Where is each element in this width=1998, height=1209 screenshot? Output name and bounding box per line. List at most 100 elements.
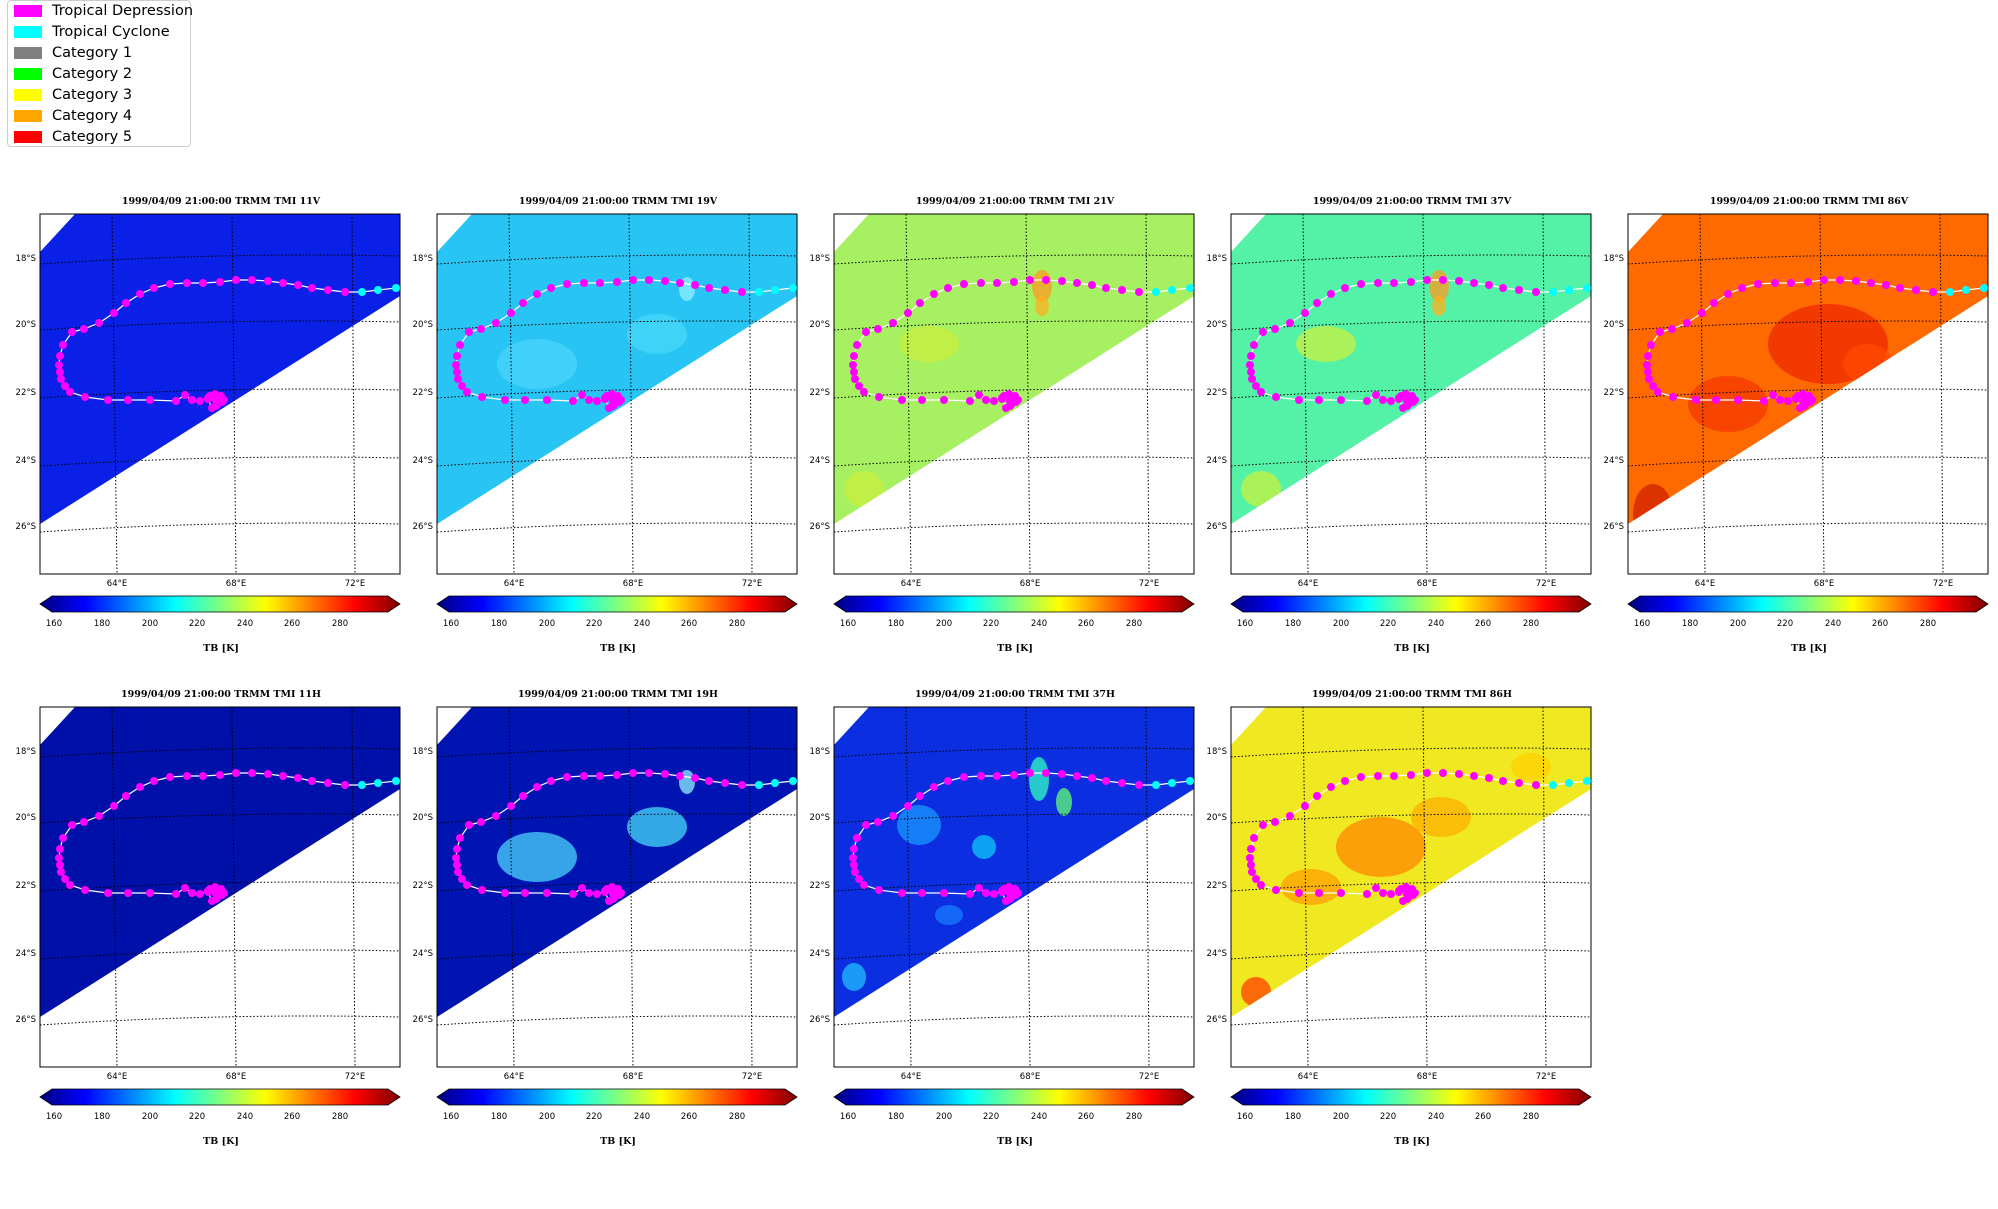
lat-tick-label: 20°S — [810, 320, 830, 330]
panel-grid: 1999/04/09 21:00:00 TRMM TMI 11V 18°S 20°S… — [16, 196, 1989, 1147]
colorbar-label: TB [K] — [997, 643, 1033, 654]
colorbar-tick-label: 160 — [840, 619, 856, 629]
lon-tick-label: 68°E — [623, 579, 643, 589]
colorbar-tick-label: 220 — [983, 619, 999, 629]
colorbar-tick-label: 180 — [1682, 619, 1698, 629]
legend-item: Tropical Cyclone — [14, 22, 170, 42]
colorbar-tick-label: 220 — [1777, 619, 1793, 629]
colorbar: 160 180 200 220 240 260 280 — [1230, 1088, 1592, 1122]
legend-item: Category 2 — [14, 64, 132, 84]
colorbar-tick-label: 220 — [1380, 619, 1396, 629]
lat-tick-label: 18°S — [810, 254, 830, 264]
lat-tick-label: 26°S — [810, 522, 830, 532]
colorbar-tick-label: 180 — [94, 1112, 110, 1122]
lon-tick-label: 64°E — [901, 1072, 921, 1082]
colorbar-tick-label: 180 — [491, 619, 507, 629]
colorbar-tick-label: 260 — [284, 619, 300, 629]
colorbar-tick-label: 200 — [1730, 619, 1746, 629]
legend-item: Category 5 — [14, 127, 132, 147]
map-plot: 18°S 20°S 22°S 24°S 26°S 64°E 68°E 72°E 160 180 20… — [810, 213, 1195, 629]
lon-tick-label: 64°E — [901, 579, 921, 589]
colorbar-tick-label: 180 — [1285, 619, 1301, 629]
legend-item: Category 3 — [14, 85, 132, 105]
map-plot: 18°S 20°S 22°S 24°S 26°S 64°E 68°E 72°E 160 180 20… — [16, 213, 401, 629]
lat-tick-label: 24°S — [413, 456, 433, 466]
lon-tick-label: 72°E — [742, 1072, 762, 1082]
map-panel: 1999/04/09 21:00:00 TRMM TMI 19V 18°S 20°S… — [397, 196, 798, 716]
colorbar: 160 180 200 220 240 260 280 — [39, 1088, 401, 1122]
legend-swatch — [14, 110, 42, 122]
lat-tick-label: 22°S — [1604, 388, 1624, 398]
lon-tick-label: 72°E — [1139, 1072, 1159, 1082]
lat-tick-label: 18°S — [1604, 254, 1624, 264]
colorbar-tick-label: 160 — [1237, 1112, 1253, 1122]
lat-tick-label: 18°S — [810, 747, 830, 757]
colorbar-tick-label: 240 — [1031, 619, 1047, 629]
colorbar-tick-label: 180 — [888, 1112, 904, 1122]
colorbar-tick-label: 160 — [840, 1112, 856, 1122]
colorbar-tick-label: 260 — [1475, 1112, 1491, 1122]
lon-tick-label: 68°E — [1020, 1072, 1040, 1082]
lat-tick-label: 18°S — [16, 747, 36, 757]
colorbar-tick-label: 200 — [142, 1112, 158, 1122]
colorbar-tick-label: 260 — [681, 619, 697, 629]
legend-label: Category 2 — [52, 66, 133, 82]
lon-tick-label: 68°E — [1417, 579, 1437, 589]
legend-swatch — [14, 89, 42, 101]
lat-tick-label: 24°S — [1207, 456, 1227, 466]
legend-label: Tropical Depression — [52, 3, 194, 19]
lat-tick-label: 26°S — [16, 1015, 36, 1025]
map-plot: 18°S 20°S 22°S 24°S 26°S 64°E 68°E 72°E 160 180 20… — [1207, 706, 1592, 1122]
lon-tick-label: 64°E — [504, 579, 524, 589]
colorbar-tick-label: 280 — [729, 1112, 745, 1122]
colorbar-tick-label: 200 — [539, 1112, 555, 1122]
colorbar-label: TB [K] — [600, 1136, 636, 1147]
colorbar-tick-label: 200 — [539, 619, 555, 629]
lon-tick-label: 64°E — [1298, 1072, 1318, 1082]
legend-swatch — [14, 68, 42, 80]
colorbar-tick-label: 260 — [1078, 1112, 1094, 1122]
map-plot: 18°S 20°S 22°S 24°S 26°S 64°E 68°E 72°E 160 180 20… — [413, 213, 798, 629]
lat-tick-label: 24°S — [16, 456, 36, 466]
colorbar-tick-label: 200 — [936, 1112, 952, 1122]
lat-tick-label: 20°S — [413, 813, 433, 823]
lat-tick-label: 26°S — [1604, 522, 1624, 532]
lat-tick-label: 20°S — [1604, 320, 1624, 330]
colorbar-tick-label: 240 — [634, 1112, 650, 1122]
colorbar-tick-label: 180 — [491, 1112, 507, 1122]
panel-title: 1999/04/09 21:00:00 TRMM TMI 11V — [121, 196, 321, 207]
colorbar-tick-label: 260 — [284, 1112, 300, 1122]
lon-tick-label: 68°E — [226, 1072, 246, 1082]
colorbar: 160 180 200 220 240 260 280 — [833, 1088, 1195, 1122]
legend-item: Category 1 — [14, 43, 132, 63]
panel-title: 1999/04/09 21:00:00 TRMM TMI 37H — [915, 689, 1115, 700]
colorbar-tick-label: 220 — [189, 1112, 205, 1122]
colorbar: 160 180 200 220 240 260 280 — [833, 595, 1195, 629]
map-plot: 18°S 20°S 22°S 24°S 26°S 64°E 68°E 72°E 160 180 20… — [1604, 213, 1989, 629]
lat-tick-label: 20°S — [413, 320, 433, 330]
lon-tick-label: 68°E — [1417, 1072, 1437, 1082]
colorbar-tick-label: 200 — [142, 619, 158, 629]
lat-tick-label: 22°S — [810, 881, 830, 891]
lat-tick-label: 20°S — [1207, 320, 1227, 330]
colorbar-tick-label: 280 — [332, 619, 348, 629]
map-panel: 1999/04/09 21:00:00 TRMM TMI 19H 18°S 20°S… — [397, 689, 798, 1209]
colorbar-tick-label: 220 — [1380, 1112, 1396, 1122]
colorbar-label: TB [K] — [1394, 1136, 1430, 1147]
lon-tick-label: 64°E — [107, 1072, 127, 1082]
lon-tick-label: 68°E — [226, 579, 246, 589]
colorbar-tick-label: 200 — [1333, 619, 1349, 629]
map-panel: 1999/04/09 21:00:00 TRMM TMI 86V 18°S 20°S… — [1588, 196, 1989, 716]
lat-tick-label: 20°S — [16, 320, 36, 330]
legend-item: Category 4 — [14, 106, 132, 126]
colorbar-tick-label: 280 — [729, 619, 745, 629]
map-plot: 18°S 20°S 22°S 24°S 26°S 64°E 68°E 72°E 160 180 20… — [413, 706, 798, 1122]
colorbar-tick-label: 280 — [332, 1112, 348, 1122]
colorbar-tick-label: 240 — [237, 619, 253, 629]
lat-tick-label: 22°S — [1207, 881, 1227, 891]
lon-tick-label: 64°E — [504, 1072, 524, 1082]
colorbar-tick-label: 180 — [1285, 1112, 1301, 1122]
map-panel: 1999/04/09 21:00:00 TRMM TMI 37V 18°S 20°S… — [1191, 196, 1592, 716]
panel-title: 1999/04/09 21:00:00 TRMM TMI 19V — [518, 196, 718, 207]
colorbar-tick-label: 260 — [681, 1112, 697, 1122]
